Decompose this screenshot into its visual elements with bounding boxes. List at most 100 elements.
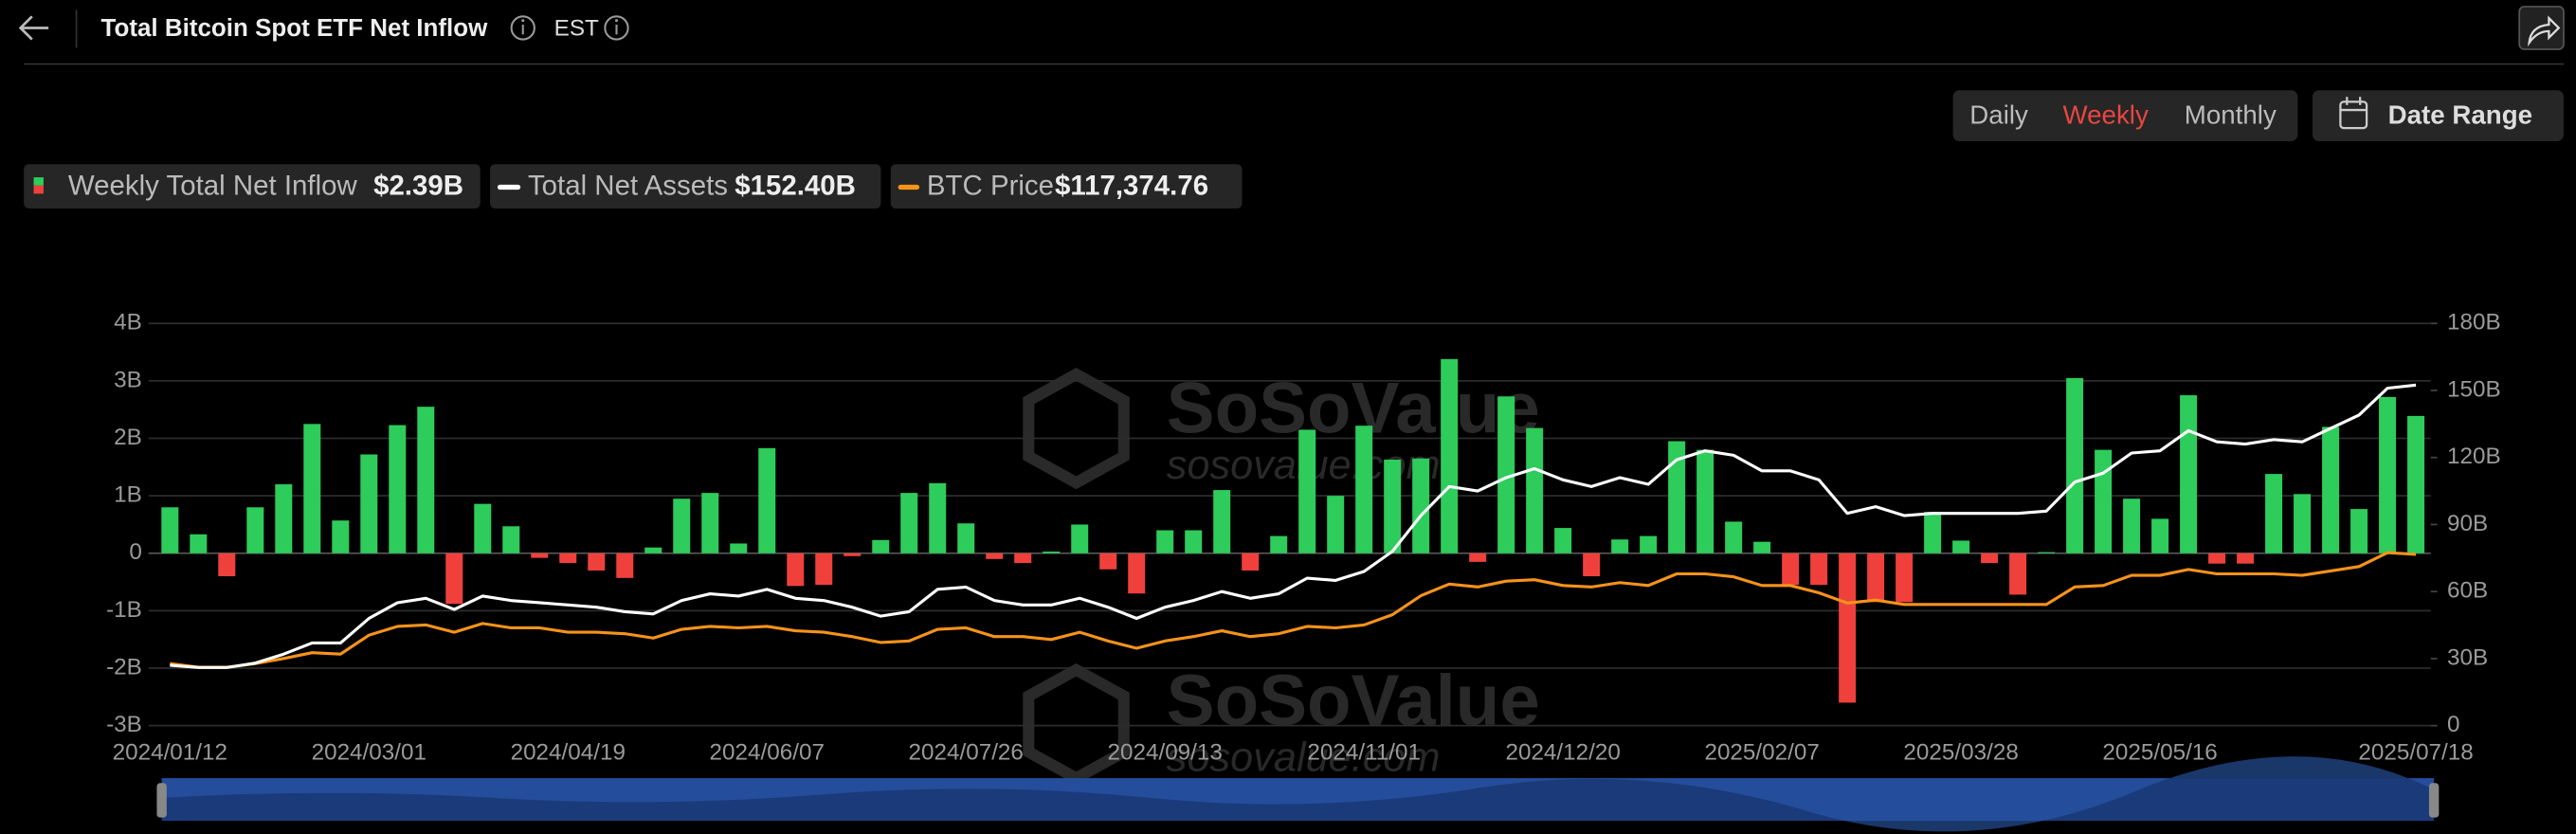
navigator-handle[interactable] [156, 783, 167, 818]
x-tick-label: 2025/07/18 [2358, 740, 2473, 766]
page-title: Total Bitcoin Spot ETF Net Inflow [101, 13, 489, 42]
bar [758, 447, 776, 553]
x-tick-label: 2024/11/01 [1307, 740, 1421, 766]
x-tick-label: 2025/03/28 [1903, 740, 2018, 766]
bar [1924, 512, 1942, 553]
bar [1839, 553, 1857, 703]
bar [1640, 535, 1658, 553]
bar [360, 454, 378, 553]
bar [1384, 459, 1402, 553]
navigator-preview [161, 756, 2435, 832]
date-range-button[interactable]: Date Range [2312, 90, 2564, 141]
y-tick-label: 4B [114, 310, 142, 335]
y-tick-label: -2B [106, 654, 142, 680]
legend-chip [490, 164, 881, 208]
bar [1668, 441, 1686, 553]
x-tick-label: 2024/03/01 [312, 740, 426, 766]
bar [844, 553, 862, 556]
bar [957, 523, 975, 553]
y2-tick-label: 180B [2447, 310, 2501, 335]
interval-group [1952, 90, 2298, 141]
watermark-brand: SoSoValue [1167, 369, 1540, 449]
back-arrow [18, 15, 49, 41]
info-icon[interactable] [510, 15, 535, 41]
bar [1753, 541, 1771, 553]
bar [1441, 358, 1459, 553]
bar [332, 520, 350, 553]
bar [1810, 553, 1828, 586]
y-tick-label: 0 [129, 539, 142, 565]
legend-value: $152.40B [735, 170, 856, 201]
bar [161, 507, 179, 553]
bar [815, 553, 833, 586]
line [170, 383, 2417, 669]
bar [474, 503, 492, 553]
back-button[interactable] [18, 15, 49, 41]
y-tick-label: 2B [114, 425, 142, 450]
bar [2379, 396, 2397, 553]
x-tick-label: 2024/12/20 [1505, 740, 1620, 766]
share-button[interactable] [2518, 6, 2565, 50]
y-tick-label: -3B [106, 712, 142, 737]
watermark-site: sosovalue.com [1167, 734, 1441, 780]
bar [502, 526, 520, 553]
x-tick-label: 2024/06/07 [710, 740, 825, 766]
bar [1696, 449, 1714, 553]
x-tick-label: 2025/02/07 [1704, 740, 1819, 766]
bar [2350, 509, 2368, 553]
bar [2322, 426, 2340, 553]
legend-value: $117,374.76 [1055, 170, 1208, 201]
bar [1128, 553, 1146, 594]
y-tick-label: 3B [114, 367, 142, 392]
legend-name: BTC Price [927, 170, 1054, 201]
bar [1497, 396, 1515, 553]
date-range-label: Date Range [2388, 100, 2532, 129]
bar [673, 499, 691, 553]
interval-button[interactable]: Daily [1969, 100, 2028, 129]
x-tick-label: 2025/05/16 [2102, 740, 2217, 766]
bar [559, 553, 577, 564]
y2-tick-label: 150B [2447, 376, 2501, 402]
bar [445, 553, 463, 605]
bar [1043, 551, 1061, 553]
bar [2265, 474, 2283, 553]
bar [986, 553, 1004, 559]
bar [730, 543, 748, 553]
y2-tick-label: 30B [2447, 644, 2488, 670]
interval-button[interactable]: Weekly [2063, 100, 2149, 129]
navigator-handle[interactable] [2428, 783, 2440, 818]
bar [531, 553, 549, 558]
legend-swatch [33, 185, 44, 194]
bar [1896, 553, 1914, 603]
bar [1526, 427, 1544, 553]
interval-button[interactable]: Monthly [2185, 100, 2277, 129]
bar [1412, 458, 1430, 553]
bar [1071, 524, 1089, 553]
bar [2208, 553, 2226, 564]
bar [1242, 553, 1260, 571]
bar [1782, 553, 1800, 586]
bar [218, 553, 236, 577]
y2-tick-label: 60B [2447, 578, 2488, 604]
bar [1725, 521, 1743, 553]
timezone: EST [554, 16, 599, 42]
bar [246, 507, 264, 553]
bar [1355, 426, 1373, 553]
bar [1298, 429, 1316, 553]
bar [929, 482, 947, 553]
x-tick-label: 2024/01/12 [113, 740, 227, 766]
bar [1867, 553, 1885, 603]
legend-chip [24, 164, 481, 208]
watermark-brand: SoSoValue [1167, 661, 1540, 741]
bar [190, 534, 208, 553]
watermark: SoSoValue sosovalue.com [1023, 661, 1540, 786]
x-tick-label: 2024/04/19 [511, 740, 626, 766]
line [170, 551, 2417, 669]
bar [2180, 395, 2198, 553]
bar [616, 553, 634, 578]
bar [701, 493, 719, 553]
bar [900, 493, 918, 553]
bar [1611, 539, 1629, 553]
info-icon[interactable] [604, 15, 629, 41]
